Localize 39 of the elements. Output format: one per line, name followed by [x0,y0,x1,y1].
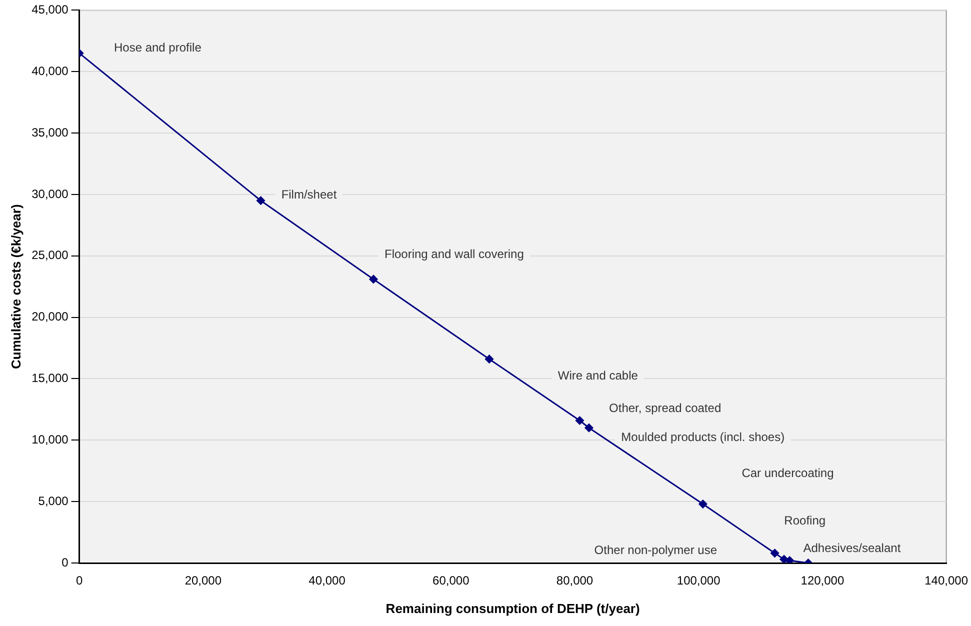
x-axis-title: Remaining consumption of DEHP (t/year) [386,600,640,616]
x-tick-label: 100,000 [676,574,721,588]
x-tick-label: 80,000 [556,574,594,588]
annotation: Car undercoating [742,466,834,480]
y-tick-label: 30,000 [32,186,69,201]
point [584,424,594,432]
annotation: Hose and profile [114,40,202,55]
annotation: Other, spread coated [609,401,722,416]
point [770,548,780,558]
annotation: Wire and cable [558,368,638,382]
annotation: Moulded products (incl. shoes) [621,430,785,444]
annotation: Film/sheet [281,188,338,202]
annotation: Other non-polymer use [594,543,718,558]
point [698,500,708,508]
point [485,354,494,364]
y-tick-label: 40,000 [32,64,69,78]
y-tick-label: 45,000 [32,2,69,17]
point [256,196,266,205]
point [575,416,584,425]
point [780,555,788,563]
point [369,274,378,284]
x-tick-label: 40,000 [308,574,346,588]
y-tick-label: 20,000 [32,310,69,324]
x-tick-label: 120,000 [800,574,844,588]
y-tick-label: 35,000 [32,125,69,140]
point [785,556,794,563]
y-tick-label: 0 [62,555,69,570]
x-tick-label: 60,000 [432,574,470,588]
x-tick-label: 0 [76,574,83,588]
annotation: Flooring and wall covering [384,246,524,261]
y-tick-label: 5,000 [38,494,69,508]
x-tick-label: 140,000 [924,574,968,588]
annotation: Roofing [784,513,826,528]
y-tick-label: 15,000 [32,371,69,386]
y-tick-label: 10,000 [32,432,69,446]
x-tick-label: 20,000 [184,574,222,588]
annotation: Adhesives/sealant [803,540,902,555]
y-tick-label: 25,000 [32,248,69,262]
y-axis-title: Cumulative costs (€k/year) [8,204,24,369]
